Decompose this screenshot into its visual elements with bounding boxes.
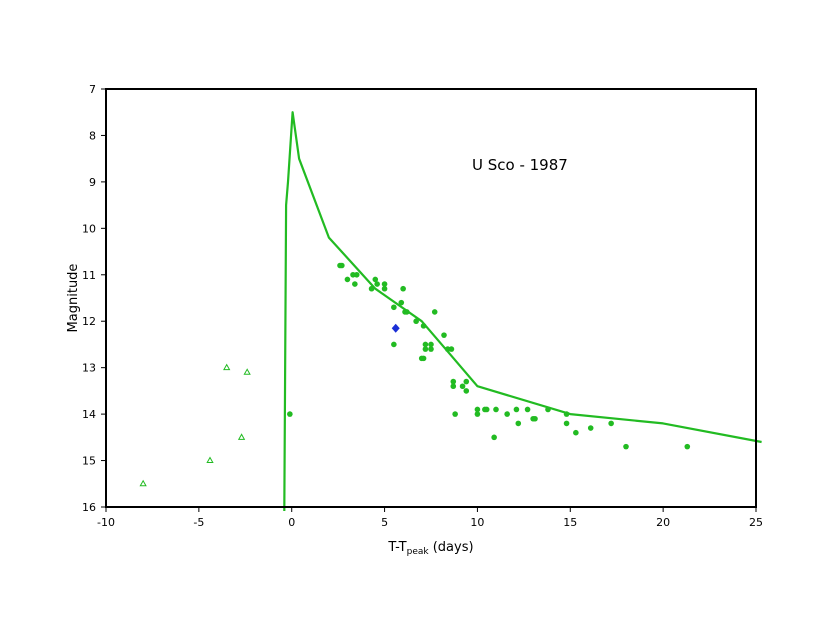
observation-point xyxy=(545,406,551,413)
observation-point xyxy=(459,383,466,390)
observation-point xyxy=(450,378,457,385)
observation-point xyxy=(493,406,499,413)
y-tick-label: 12 xyxy=(82,315,96,328)
observation-point xyxy=(573,429,579,436)
observation-point xyxy=(474,406,481,413)
observation-point xyxy=(404,309,410,315)
observation-point xyxy=(450,383,457,390)
observation-point xyxy=(422,346,429,352)
observation-point xyxy=(448,346,455,352)
observation-point xyxy=(474,411,481,417)
observation-point xyxy=(623,443,629,450)
x-tick-label: 25 xyxy=(749,516,763,529)
plot-frame xyxy=(105,88,757,508)
pre-peak-triangle-point xyxy=(206,456,214,464)
observation-point xyxy=(563,420,570,427)
observation-point xyxy=(420,323,427,329)
observation-point xyxy=(563,411,570,417)
pre-peak-triangle-point xyxy=(237,433,246,440)
y-tick-label: 16 xyxy=(82,501,96,514)
y-tick-label: 13 xyxy=(82,362,96,375)
highlight-diamond-point xyxy=(391,323,400,333)
observation-point xyxy=(391,304,397,311)
pre-peak-triangle-point xyxy=(223,363,231,371)
plot-layer xyxy=(283,111,762,511)
observation-point xyxy=(428,341,434,348)
observation-point xyxy=(339,262,345,269)
y-axis-title: Magnitude xyxy=(66,264,81,333)
x-tick-label: 15 xyxy=(563,516,577,529)
model-curve-line xyxy=(283,111,762,511)
observation-point xyxy=(287,411,293,417)
observation-point xyxy=(420,355,427,362)
observation-point xyxy=(524,406,531,413)
observation-point xyxy=(515,420,522,427)
observation-point xyxy=(428,346,434,352)
x-axis-title-main: T-T xyxy=(387,540,406,555)
x-axis-title: T-Tpeak (days) xyxy=(387,540,473,557)
x-axis-title-rest: (days) xyxy=(429,540,474,555)
y-tick-label: 9 xyxy=(89,176,96,189)
y-tick-label: 7 xyxy=(89,83,96,96)
observation-point xyxy=(608,420,614,427)
observation-point xyxy=(374,281,380,287)
observation-point xyxy=(532,415,538,422)
observation-point xyxy=(400,285,406,292)
observation-point xyxy=(684,443,691,450)
observation-point xyxy=(413,318,419,325)
x-tick-label: 5 xyxy=(381,516,388,529)
x-tick-label: 20 xyxy=(656,516,670,529)
y-tick-label: 10 xyxy=(82,222,96,235)
observation-point xyxy=(381,285,388,292)
pre-peak-triangle-point xyxy=(243,368,251,375)
y-tick-label: 11 xyxy=(82,269,96,282)
observation-point xyxy=(398,299,405,306)
x-tick-label: -10 xyxy=(97,516,115,529)
y-tick-label: 14 xyxy=(82,408,96,421)
chart-annotation: U Sco - 1987 xyxy=(472,156,568,174)
observation-point xyxy=(431,309,438,315)
observation-point xyxy=(422,341,429,348)
observation-point xyxy=(513,406,520,413)
observation-point xyxy=(463,378,470,385)
observation-point xyxy=(352,281,358,287)
x-tick-label: -5 xyxy=(193,516,204,529)
observation-point xyxy=(441,332,447,338)
observation-point xyxy=(353,271,360,278)
x-tick-label: 10 xyxy=(470,516,484,529)
observation-point xyxy=(491,434,497,441)
observation-point xyxy=(483,406,490,413)
observation-point xyxy=(368,285,375,292)
observation-point xyxy=(381,281,388,287)
observation-point xyxy=(587,425,594,431)
marks-layer xyxy=(139,262,691,487)
x-tick-label: 0 xyxy=(288,516,295,529)
observation-point xyxy=(452,411,458,417)
x-axis-title-sub: peak xyxy=(407,547,430,557)
observation-point xyxy=(372,276,379,283)
observation-point xyxy=(504,411,510,417)
pre-peak-triangle-point xyxy=(139,479,147,487)
y-tick-label: 15 xyxy=(82,455,96,468)
y-tick-label: 8 xyxy=(89,129,96,142)
observation-point xyxy=(344,276,351,283)
observation-point xyxy=(463,388,470,394)
axes-layer: -10 -5 0 5 10 15 20 25 7 8 9 10 11 12 13 14 15 16 xyxy=(82,83,763,529)
observation-point xyxy=(391,341,397,348)
